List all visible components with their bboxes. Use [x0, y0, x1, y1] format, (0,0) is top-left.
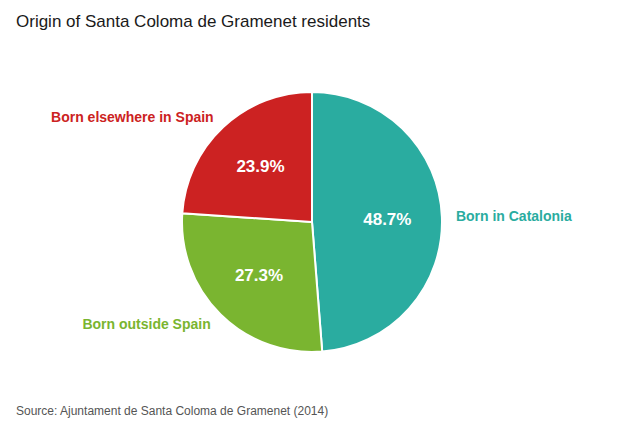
svg-text:23.9%: 23.9% [236, 157, 284, 176]
html-text:Origin of Santa Coloma de Gram: Origin of Santa Coloma de Gramenet resid… [16, 12, 371, 31]
svg-text:Born elsewhere in Spain: Born elsewhere in Spain [51, 109, 214, 125]
svg-text:Born in Catalonia: Born in Catalonia [456, 208, 572, 224]
svg-text:48.7%: 48.7% [363, 210, 411, 229]
svg-text:Born outside Spain: Born outside Spain [82, 316, 210, 332]
html-text:Source: Ajuntament de Santa Co: Source: Ajuntament de Santa Coloma de Gr… [16, 404, 329, 418]
svg-text:27.3%: 27.3% [235, 266, 283, 285]
